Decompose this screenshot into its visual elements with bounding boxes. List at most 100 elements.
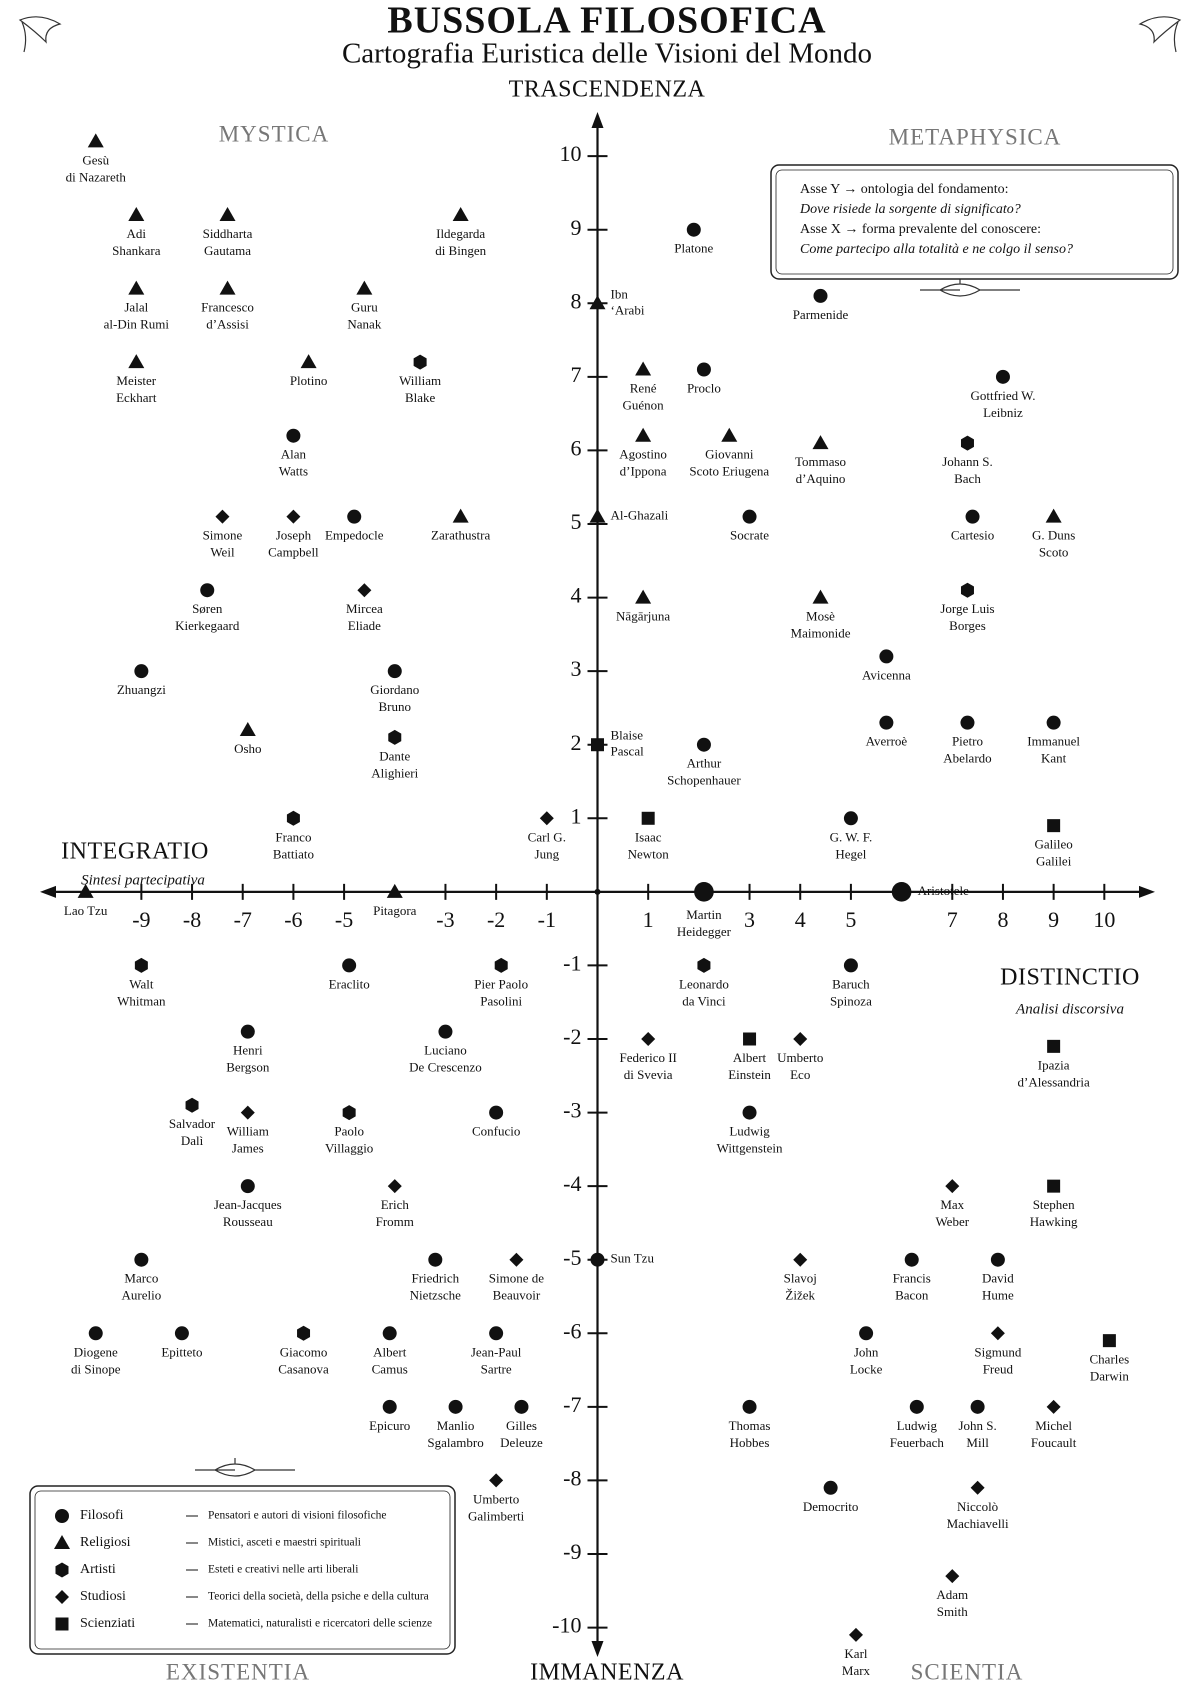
y-tick-label: 6 bbox=[571, 435, 582, 460]
marker-triangle bbox=[219, 207, 236, 221]
point-label: Eliade bbox=[348, 618, 381, 633]
marker-triangle bbox=[77, 883, 94, 898]
marker-diamond bbox=[945, 1179, 960, 1194]
point-label: Nāgārjuna bbox=[616, 609, 670, 624]
point-label: Agostino bbox=[619, 447, 667, 462]
point-label: Pier Paolo bbox=[474, 976, 528, 991]
marker-triangle bbox=[589, 508, 606, 523]
point-label: Watts bbox=[279, 464, 308, 479]
point-label: Weil bbox=[210, 545, 235, 560]
point-label: da Vinci bbox=[682, 993, 726, 1008]
point-label: Marco bbox=[124, 1271, 158, 1286]
marker-triangle bbox=[452, 207, 469, 221]
point-label: Nietzsche bbox=[410, 1288, 461, 1303]
point-label: Borges bbox=[949, 618, 986, 633]
legend-name: Religiosi bbox=[80, 1535, 131, 1550]
point-label: Ipazia bbox=[1038, 1057, 1070, 1072]
point-label: Jung bbox=[535, 846, 560, 861]
point-label: G. W. F. bbox=[830, 829, 873, 844]
marker-hexagon bbox=[342, 1105, 356, 1121]
point-label: Siddharta bbox=[203, 226, 253, 241]
legend-name: Scienziati bbox=[80, 1616, 135, 1631]
point-label: William bbox=[399, 373, 441, 388]
marker-circle bbox=[970, 1399, 985, 1414]
point-label: Baruch bbox=[832, 976, 870, 991]
legend-description: Mistici, asceti e maestri spirituali bbox=[208, 1537, 361, 1549]
marker-triangle bbox=[721, 427, 738, 442]
x-right-label: DISTINCTIO bbox=[1000, 965, 1140, 991]
y-tick-label: -7 bbox=[563, 1392, 581, 1417]
point-label: Abelardo bbox=[943, 751, 991, 766]
marker-hexagon bbox=[55, 1562, 69, 1578]
arrow bbox=[1139, 885, 1155, 898]
legend-description: Matematici, naturalisti e ricercatori de… bbox=[208, 1618, 432, 1630]
point-label: Johann S. bbox=[942, 454, 993, 469]
point-label: Sgalambro bbox=[427, 1435, 483, 1450]
point-label: Carl G. bbox=[528, 829, 566, 844]
legend-frame-inner bbox=[34, 1490, 451, 1650]
marker-circle bbox=[859, 1326, 874, 1341]
point-label: al-Din Rumi bbox=[104, 317, 170, 332]
y-tick-label: 10 bbox=[560, 141, 582, 166]
y-tick-label: -1 bbox=[563, 950, 581, 975]
point-label: Kant bbox=[1041, 751, 1067, 766]
point-label: d’Assisi bbox=[206, 317, 249, 332]
y-tick-label: -10 bbox=[552, 1613, 581, 1638]
marker-circle bbox=[742, 509, 757, 524]
x-left-sublabel: Sintesi partecipativa bbox=[81, 872, 205, 888]
legend-box bbox=[29, 1485, 456, 1655]
point-label: Joseph bbox=[276, 528, 312, 543]
point-label: Zarathustra bbox=[431, 528, 490, 543]
point-label: Eckhart bbox=[116, 390, 157, 405]
point-label: Spinoza bbox=[830, 993, 872, 1008]
marker-diamond bbox=[357, 583, 372, 598]
legend-frame bbox=[29, 1485, 456, 1655]
point-label: Simone bbox=[203, 528, 243, 543]
x-tick-label: -6 bbox=[284, 907, 302, 932]
point-label: Cartesio bbox=[951, 528, 994, 543]
point-label: Hobbes bbox=[730, 1435, 770, 1450]
marker-hexagon bbox=[286, 810, 300, 826]
marker-diamond bbox=[990, 1326, 1005, 1341]
note-line: Asse X → forma prevalente del conoscere: bbox=[800, 222, 1041, 237]
point-label: Empedocle bbox=[325, 528, 384, 543]
marker-circle bbox=[909, 1399, 924, 1414]
point-label: Battiato bbox=[273, 846, 314, 861]
point-label: Alan bbox=[281, 447, 307, 462]
y-bottom-label: IMMANENZA bbox=[530, 1660, 684, 1686]
point-label: Tommaso bbox=[795, 454, 846, 469]
chart-subtitle: Cartografia Euristica delle Visioni del … bbox=[342, 38, 872, 70]
marker-circle bbox=[387, 664, 402, 679]
point-label: di Sinope bbox=[71, 1361, 121, 1376]
point-label: Federico II bbox=[619, 1050, 676, 1065]
point-label: John bbox=[854, 1344, 879, 1359]
point-label: Adi bbox=[127, 226, 147, 241]
point-label: Casanova bbox=[278, 1361, 329, 1376]
marker-diamond bbox=[970, 1480, 985, 1495]
marker-circle bbox=[590, 1252, 605, 1267]
point-label: Weber bbox=[935, 1214, 969, 1229]
y-tick-label: -3 bbox=[563, 1098, 581, 1123]
y-tick-label: -5 bbox=[563, 1245, 581, 1270]
x-tick-label: -7 bbox=[234, 907, 252, 932]
y-tick-label: 2 bbox=[571, 730, 582, 755]
marker-triangle bbox=[635, 361, 652, 376]
marker-circle bbox=[88, 1326, 103, 1341]
point-label: Schopenhauer bbox=[667, 773, 741, 788]
point-label: Eco bbox=[790, 1067, 810, 1082]
point-label: Scoto Eriugena bbox=[689, 464, 769, 479]
point-label: Feuerbach bbox=[890, 1435, 945, 1450]
marker-circle bbox=[448, 1399, 463, 1414]
point-label: Charles bbox=[1090, 1352, 1130, 1367]
marker-hexagon bbox=[297, 1325, 311, 1341]
marker-triangle bbox=[452, 508, 469, 523]
point-label: ‘Arabi bbox=[611, 302, 645, 317]
point-label: René bbox=[630, 380, 657, 395]
point-label: Fromm bbox=[376, 1214, 414, 1229]
x-tick-label: -5 bbox=[335, 907, 353, 932]
marker-square bbox=[1047, 1179, 1061, 1193]
arrow bbox=[40, 885, 56, 898]
point-label: Walt bbox=[129, 976, 154, 991]
arrow bbox=[591, 112, 604, 128]
